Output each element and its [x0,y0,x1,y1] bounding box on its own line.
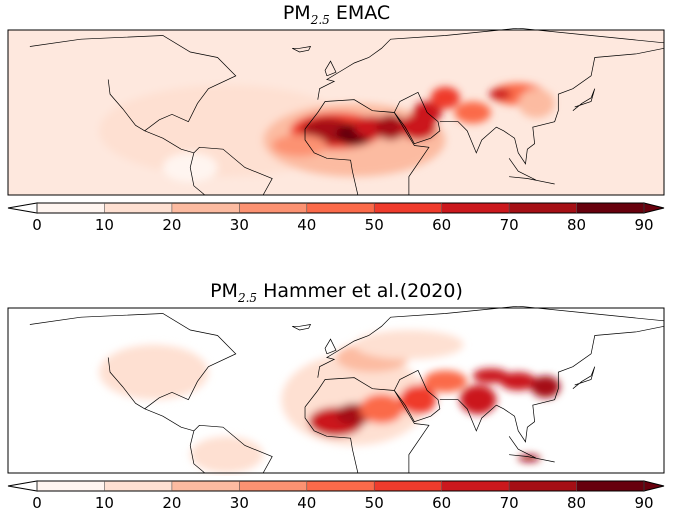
colorbar-tick-label: 30 [229,216,249,234]
coastline [107,79,145,132]
map-frame [7,307,665,474]
panel-1-title: PM2.5 EMAC [282,2,391,27]
coastline [508,436,555,463]
colorbar-tick-label: 60 [432,216,452,234]
concentration-region [430,86,460,109]
colorbar-extend-max [643,480,665,492]
colorbar-segment [441,481,510,491]
colorbar-segment [239,203,308,213]
colorbar-segment [37,481,105,491]
coastline [107,357,145,410]
colorbar-tick-label: 50 [364,216,384,234]
coastline [324,60,337,77]
map-frame [7,29,665,196]
colorbar-tick-label: 40 [297,216,317,234]
coastline [292,324,312,331]
concentration-region [459,385,497,415]
coastline [572,366,596,389]
coastline [508,158,555,185]
concentration-region [518,88,555,118]
colorbar-extend-min [7,202,38,214]
concentration-region [359,394,404,424]
colorbar-tick-label: 60 [432,494,452,512]
concentration-region [530,375,561,398]
panel-2-title: PM2.5 Hammer et al.(2020) [210,280,463,305]
colorbar-segment [576,481,645,491]
colorbar-segment [374,481,443,491]
coastline [292,46,312,53]
colorbar-tick-label: 20 [162,216,182,234]
concentration-region [423,370,468,393]
coastline [29,313,237,474]
coastline [304,377,430,474]
coastline [317,306,665,378]
colorbar-segment [171,203,240,213]
coastline [439,325,665,443]
colorbar-tick-label: 90 [634,216,654,234]
colorbar-tick-label: 0 [32,494,42,512]
colorbar-tick-label: 80 [567,216,587,234]
concentration-region [454,101,491,124]
concentration-region [399,385,437,415]
concentration-region [376,114,406,140]
coastline [572,88,596,111]
colorbar-segment [171,481,240,491]
colorbar-segment [104,481,173,491]
colorbar-tick-label: 50 [364,494,384,512]
colorbar-tick-label: 40 [297,494,317,512]
colorbar-tick-label: 70 [499,494,519,512]
concentration-region [518,454,541,462]
coastline [324,338,337,355]
colorbar-extend-min [7,480,38,492]
concentration-region [190,436,264,473]
coastline [304,99,430,196]
colorbar-segment [509,481,578,491]
coastline [393,91,441,145]
colorbar-segment [37,203,105,213]
coastline [29,35,237,196]
panel-1-colorbar [7,202,665,214]
panel-2-map [7,306,665,474]
colorbar-segment [239,481,308,491]
colorbar-segment [104,203,173,213]
panel-1-map [7,28,665,196]
colorbar-tick-label: 90 [634,494,654,512]
concentration-region [472,368,510,384]
concentration-region [99,344,209,400]
colorbar-segment [576,203,645,213]
colorbar-tick-label: 30 [229,494,249,512]
panel-2-colorbar [7,480,665,492]
coastline [317,28,665,100]
colorbar-segment [306,203,375,213]
colorbar-extend-max [643,202,665,214]
concentration-region [272,134,327,157]
concentration-region [354,330,464,360]
concentration-region [500,372,537,391]
colorbar-tick-label: 20 [162,494,182,512]
concentration-region [489,88,511,100]
colorbar-tick-label: 10 [94,216,114,234]
colorbar-tick-label: 0 [32,216,42,234]
coastline [393,369,441,423]
colorbar-segment [441,203,510,213]
colorbar-segment [306,481,375,491]
colorbar-tick-label: 70 [499,216,519,234]
colorbar-segment [509,203,578,213]
colorbar-tick-label: 80 [567,494,587,512]
coastline [439,47,665,165]
colorbar-tick-label: 10 [94,494,114,512]
colorbar-segment [374,203,443,213]
